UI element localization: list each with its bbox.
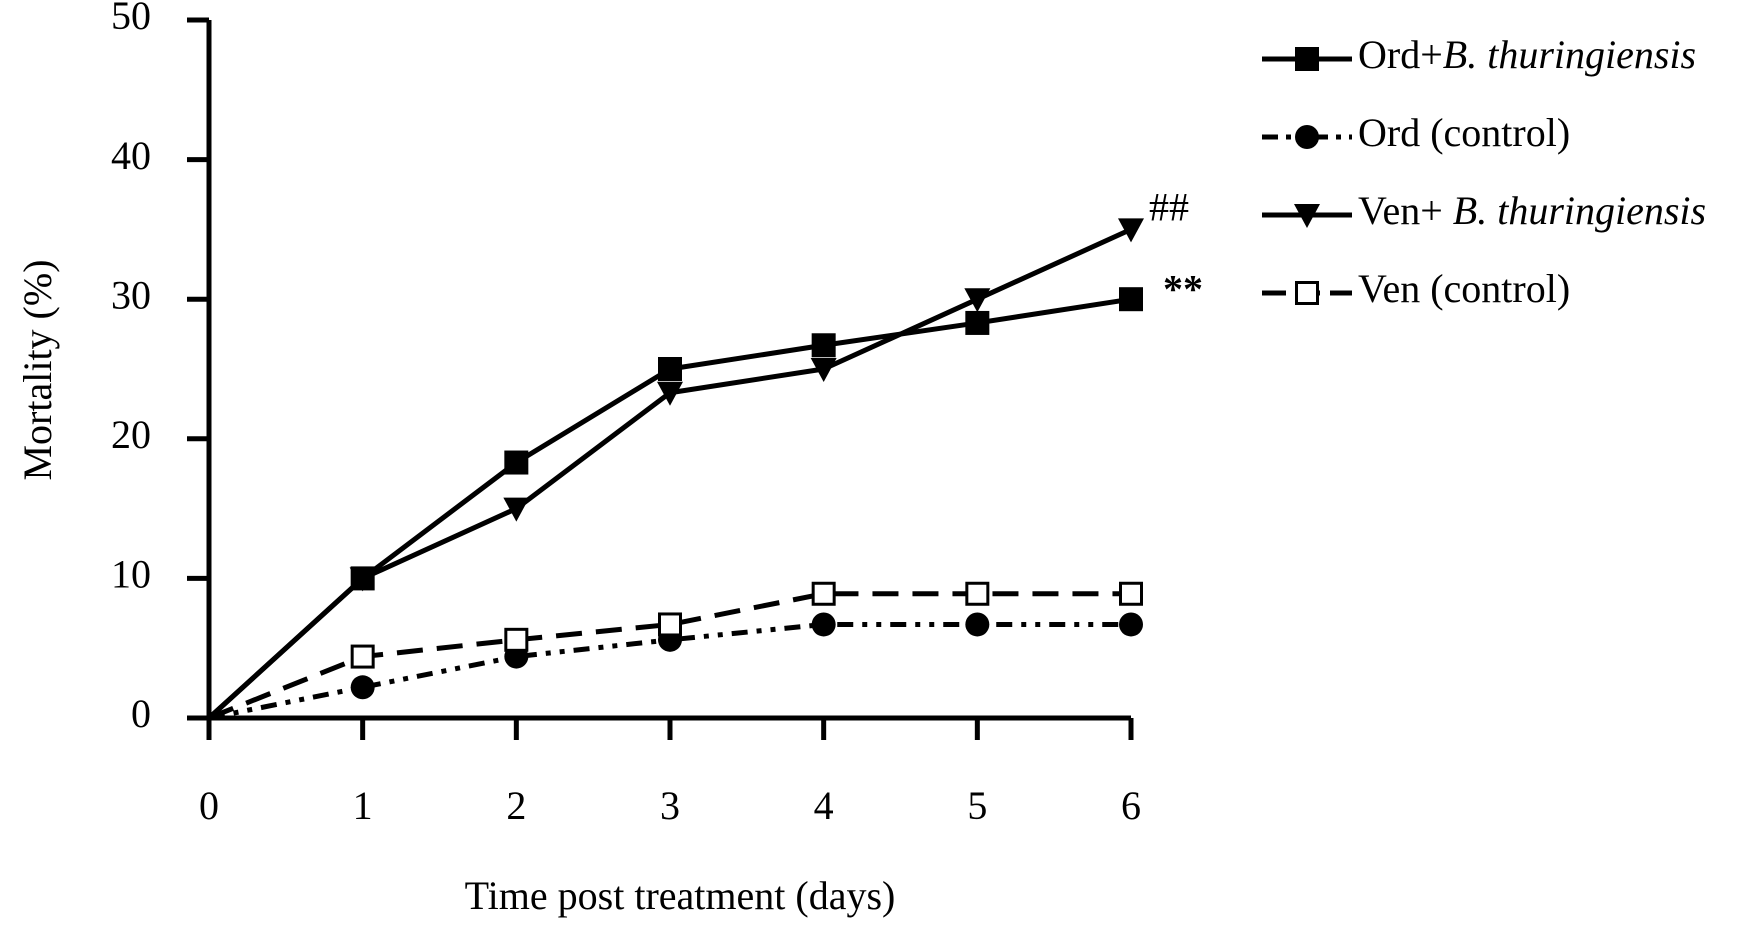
annotation: ** [1163,266,1203,311]
y-axis-title: Mortality (%) [15,259,60,480]
marker [811,612,836,637]
marker [1119,287,1143,312]
marker [1118,218,1144,243]
y-tick-label: 50 [111,0,151,38]
x-tick-label: 0 [199,783,219,828]
x-tick-label: 3 [660,783,680,828]
marker [504,627,529,652]
marker [350,644,375,669]
marker [1295,47,1319,71]
annotation: ## [1149,185,1189,230]
marker [965,581,990,606]
marker [350,675,375,700]
marker [810,358,837,382]
legend-label: Ord+B. thuringiensis [1358,32,1696,77]
y-tick-label: 10 [111,552,151,597]
x-tick-label: 6 [1121,783,1141,828]
marker [1294,204,1320,228]
y-tick-label: 0 [131,691,151,736]
x-tick-label: 5 [967,783,987,828]
marker [1295,125,1319,149]
legend-label: Ven (control) [1358,266,1570,311]
marker [503,497,530,522]
series-line [208,591,1131,721]
y-tick-label: 20 [111,412,151,457]
legend-label: Ord (control) [1358,110,1570,155]
y-tick-label: 30 [111,272,151,317]
marker [811,581,836,606]
marker [658,612,682,637]
legend-label: Ven+ B. thuringiensis [1358,188,1706,233]
x-tick-label: 1 [353,783,373,828]
marker [811,333,836,358]
x-tick-label: 4 [814,783,834,828]
marker [658,357,682,381]
y-tick-label: 40 [111,133,151,178]
marker [965,612,990,637]
x-tick-label: 2 [506,783,526,828]
marker [504,450,529,475]
marker [964,288,991,313]
marker [1119,612,1143,637]
marker [965,310,990,335]
marker [1119,581,1143,606]
x-axis-title: Time post treatment (days) [465,873,896,918]
marker [1295,281,1319,305]
marker [657,381,683,406]
marker [349,567,376,592]
